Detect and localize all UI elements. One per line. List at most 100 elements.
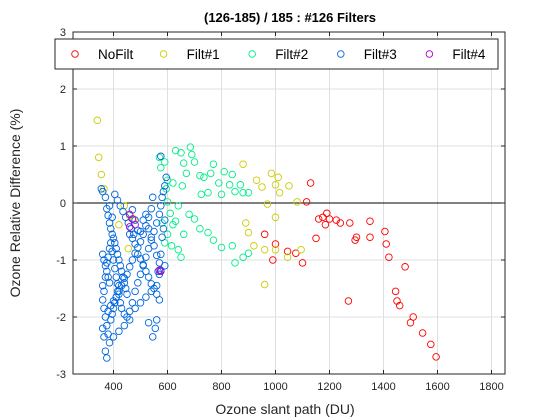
x-tick-label: 1400 bbox=[371, 381, 395, 393]
point-nofilt bbox=[346, 219, 354, 227]
point-filt2 bbox=[196, 171, 204, 180]
point-filt4 bbox=[157, 267, 165, 276]
point-filt3 bbox=[104, 307, 112, 316]
point-filt3 bbox=[107, 239, 115, 247]
point-filt3 bbox=[136, 227, 145, 236]
point-nofilt bbox=[366, 233, 374, 241]
point-nofilt bbox=[271, 240, 280, 248]
point-filt3 bbox=[148, 333, 157, 341]
point-filt2 bbox=[209, 236, 218, 244]
point-filt3 bbox=[108, 213, 116, 222]
y-tick-label: -3 bbox=[56, 369, 66, 381]
point-nofilt bbox=[385, 253, 393, 261]
point-filt2 bbox=[188, 150, 196, 159]
point-filt2 bbox=[206, 169, 215, 178]
chart-title: (126-185) / 185 : #126 Filters bbox=[204, 10, 376, 25]
x-tick-label: 1200 bbox=[317, 381, 341, 393]
y-tick-label: 0 bbox=[60, 198, 66, 210]
point-filt3 bbox=[158, 193, 166, 202]
point-filt3 bbox=[108, 247, 116, 256]
point-filt1 bbox=[283, 253, 292, 261]
point-filt2 bbox=[196, 224, 204, 233]
point-nofilt bbox=[314, 215, 323, 223]
point-filt3 bbox=[101, 273, 110, 281]
point-filt2 bbox=[204, 228, 212, 237]
point-filt3 bbox=[161, 216, 169, 224]
point-filt3 bbox=[162, 173, 170, 182]
point-filt3 bbox=[98, 324, 107, 333]
point-filt3 bbox=[105, 338, 114, 347]
point-filt1 bbox=[258, 183, 266, 191]
point-filt3 bbox=[144, 318, 153, 327]
point-filt2 bbox=[244, 249, 253, 257]
point-filt1 bbox=[244, 228, 253, 237]
point-filt1 bbox=[267, 169, 276, 178]
point-filt3 bbox=[120, 321, 129, 330]
point-filt2 bbox=[179, 159, 188, 167]
point-filt3 bbox=[107, 224, 115, 233]
legend-marker-filt4 bbox=[425, 50, 434, 58]
y-tick-label: 1 bbox=[60, 141, 66, 153]
legend: NoFilt Filt#1 Filt#2 Filt#3 Filt#4 bbox=[54, 38, 499, 70]
point-filt1 bbox=[239, 160, 247, 168]
point-filt3 bbox=[103, 259, 111, 267]
x-tick-label: 1800 bbox=[479, 381, 503, 393]
x-tick-label: 800 bbox=[212, 381, 230, 393]
point-filt3 bbox=[157, 250, 165, 259]
point-filt3 bbox=[112, 293, 120, 301]
point-filt2 bbox=[169, 179, 177, 187]
point-filt3 bbox=[152, 251, 161, 260]
point-filt3 bbox=[123, 290, 131, 298]
point-filt3 bbox=[134, 279, 142, 287]
point-filt3 bbox=[98, 296, 107, 304]
legend-marker-filt3 bbox=[337, 50, 345, 58]
x-tick-label: 1000 bbox=[263, 381, 287, 393]
point-filt2 bbox=[177, 149, 185, 157]
point-filt3 bbox=[144, 273, 153, 281]
point-filt3 bbox=[111, 264, 119, 273]
point-filt1 bbox=[250, 242, 258, 250]
point-filt3 bbox=[100, 333, 108, 341]
point-nofilt bbox=[260, 230, 269, 239]
point-filt3 bbox=[139, 260, 147, 269]
point-nofilt bbox=[381, 227, 389, 236]
point-filt2 bbox=[190, 215, 199, 223]
point-filt3 bbox=[109, 256, 118, 264]
point-nofilt bbox=[298, 259, 307, 267]
point-filt3 bbox=[108, 230, 116, 239]
point-filt3 bbox=[157, 202, 165, 210]
point-filt2 bbox=[155, 153, 164, 162]
point-filt3 bbox=[120, 274, 129, 282]
point-filt1 bbox=[115, 220, 123, 229]
point-filt2 bbox=[244, 188, 253, 197]
point-filt3 bbox=[111, 299, 119, 307]
point-filt3 bbox=[152, 316, 161, 324]
point-filt3 bbox=[150, 242, 158, 250]
point-filt2 bbox=[239, 253, 247, 261]
point-filt2 bbox=[182, 169, 191, 178]
point-filt3 bbox=[98, 281, 107, 290]
point-filt1 bbox=[275, 188, 284, 197]
point-filt2 bbox=[157, 163, 165, 172]
x-tick-label: 1600 bbox=[425, 381, 449, 393]
point-filt1 bbox=[297, 245, 305, 254]
legend-label-nofilt: NoFilt bbox=[98, 47, 134, 62]
axis-layer bbox=[72, 31, 506, 375]
point-filt2 bbox=[200, 173, 208, 182]
point-filt4 bbox=[125, 223, 134, 231]
legend-marker-filt1 bbox=[159, 50, 168, 58]
point-filt3 bbox=[131, 240, 139, 248]
point-filt1 bbox=[252, 176, 261, 184]
point-nofilt bbox=[344, 297, 353, 305]
point-filt1 bbox=[97, 170, 106, 179]
point-filt4 bbox=[155, 266, 164, 275]
point-filt2 bbox=[239, 188, 247, 197]
point-filt3 bbox=[104, 273, 112, 281]
point-filt2 bbox=[217, 243, 226, 252]
point-filt2 bbox=[236, 181, 245, 189]
point-nofilt bbox=[321, 220, 330, 229]
point-filt3 bbox=[131, 304, 139, 313]
point-filt1 bbox=[260, 280, 269, 289]
point-filt3 bbox=[125, 316, 134, 324]
